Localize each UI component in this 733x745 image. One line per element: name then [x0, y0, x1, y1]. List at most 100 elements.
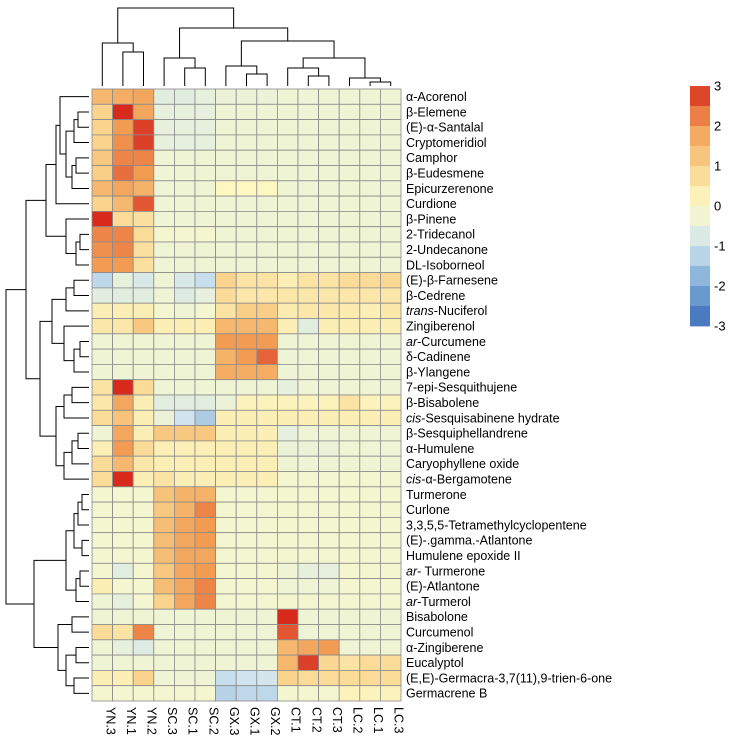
heatmap-cell — [359, 394, 381, 411]
heatmap-cell — [215, 425, 237, 442]
heatmap-cell — [132, 517, 155, 534]
heatmap-cell — [194, 455, 217, 472]
row-label: Eucalyptol — [406, 656, 464, 670]
heatmap-cell — [132, 440, 155, 457]
heatmap-cell — [112, 363, 134, 381]
heatmap-cell — [153, 486, 175, 503]
heatmap-cell — [215, 670, 237, 687]
heatmap-cell — [297, 272, 320, 289]
legend-color-segment — [690, 106, 710, 127]
row-label: β-Bisabolene — [406, 396, 479, 410]
heatmap-cell — [318, 302, 340, 319]
heatmap-cell — [91, 210, 114, 228]
heatmap-cell — [173, 149, 196, 166]
heatmap-cell — [297, 241, 320, 258]
heatmap-cell — [173, 517, 196, 534]
heatmap-cell — [276, 287, 299, 304]
column-label: LC.3 — [392, 707, 406, 733]
heatmap-cell — [297, 195, 320, 212]
heatmap-cell — [173, 471, 196, 488]
heatmap-cell — [297, 318, 320, 335]
heatmap-cell — [173, 624, 196, 641]
heatmap-cell — [297, 379, 320, 396]
row-label: β-Cedrene — [406, 289, 465, 303]
row-label: ar-Curcumene — [406, 335, 486, 349]
heatmap-cell — [215, 272, 237, 289]
heatmap-cell — [359, 409, 381, 426]
heatmap-cell — [338, 670, 361, 687]
legend-color-segment — [690, 266, 710, 287]
heatmap-cell — [379, 486, 402, 503]
heatmap-cell — [153, 180, 175, 197]
heatmap-cell — [112, 455, 134, 472]
heatmap-cell — [112, 119, 134, 136]
heatmap-cell — [359, 363, 381, 381]
dendrogram-branch — [39, 320, 56, 437]
heatmap-cell — [256, 149, 278, 166]
column-label: YN.3 — [103, 707, 117, 735]
dendrogram-branch — [63, 451, 89, 480]
heatmap-cell — [112, 517, 134, 534]
heatmap-cell — [359, 210, 381, 228]
heatmap-cell — [338, 318, 361, 335]
heatmap-cell — [112, 348, 134, 365]
row-label: (E)-.gamma.-Atlantone — [406, 534, 532, 548]
row-label: 7-epi-Sesquithujene — [406, 381, 517, 395]
heatmap-cell — [112, 608, 134, 625]
heatmap-cell — [153, 348, 175, 365]
heatmap-cell — [379, 440, 402, 457]
heatmap-cell — [379, 639, 402, 656]
heatmap-cell — [112, 593, 134, 610]
heatmap-cell — [173, 670, 196, 687]
heatmap-cell — [91, 348, 114, 365]
heatmap-cell — [256, 501, 278, 518]
heatmap-cell — [153, 409, 175, 426]
heatmap-cell — [235, 639, 258, 656]
heatmap-cell — [173, 409, 196, 426]
heatmap-cell — [338, 440, 361, 457]
heatmap-cell — [297, 88, 320, 105]
heatmap-cell — [215, 134, 237, 151]
row-label: Epicurzerenone — [406, 182, 494, 196]
legend-color-segment — [690, 246, 710, 267]
heatmap-cell — [276, 195, 299, 212]
heatmap-cell — [276, 394, 299, 411]
heatmap-cell — [91, 608, 114, 625]
column-label: GX.1 — [248, 707, 262, 736]
heatmap-cell — [132, 578, 155, 595]
heatmap-cell — [379, 379, 402, 396]
heatmap-cell — [338, 685, 361, 702]
heatmap-cell — [297, 654, 320, 671]
legend-color-segment — [690, 186, 710, 207]
heatmap-cell — [194, 517, 217, 534]
heatmap-cell — [215, 455, 237, 472]
heatmap-cell — [256, 578, 278, 595]
heatmap-cell — [112, 318, 134, 335]
heatmap-cell — [194, 593, 217, 610]
dendrogram-branch — [79, 340, 89, 358]
heatmap-cell — [132, 501, 155, 518]
heatmap-cell — [112, 256, 134, 273]
heatmap-cell — [379, 348, 402, 365]
heatmap-cell — [91, 119, 114, 136]
dendrogram-branch — [75, 646, 89, 664]
heatmap-cell — [297, 363, 320, 381]
heatmap-cell — [132, 471, 155, 488]
heatmap-cell — [276, 272, 299, 289]
heatmap-cell — [173, 333, 196, 350]
heatmap-cell — [276, 409, 299, 426]
legend-tick-label: -1 — [714, 239, 726, 254]
heatmap-cell — [112, 379, 134, 396]
heatmap-cell — [112, 134, 134, 151]
heatmap-cell — [379, 210, 402, 228]
heatmap-cell — [173, 226, 196, 243]
heatmap-cell — [112, 547, 134, 564]
heatmap-cell — [91, 440, 114, 457]
heatmap-cell — [173, 685, 196, 702]
dendrogram-branch — [369, 81, 392, 86]
heatmap-cell — [153, 195, 175, 212]
column-label: YN.1 — [124, 707, 138, 735]
column-label: CT.1 — [289, 707, 303, 733]
dendrogram-branch — [287, 67, 320, 86]
heatmap-cell — [215, 210, 237, 228]
